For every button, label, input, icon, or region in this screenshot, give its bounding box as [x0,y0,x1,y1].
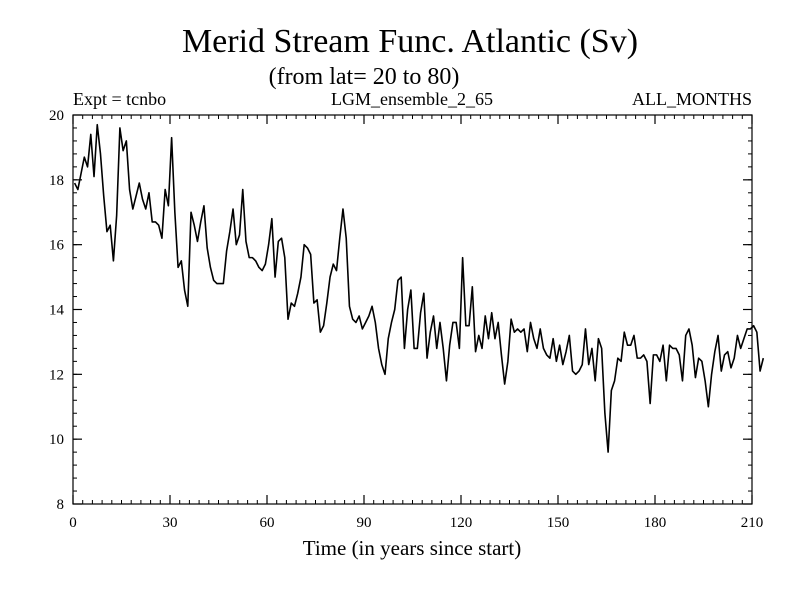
experiment-label: Expt = tcnbo [73,89,166,109]
y-tick-label: 8 [57,497,65,513]
months-label: ALL_MONTHS [632,89,752,109]
chart-title: Merid Stream Func. Atlantic (Sv) [182,23,638,60]
y-tick-labels: 8 10 12 14 16 18 20 [49,108,65,513]
x-tick-label: 60 [260,515,275,531]
x-tick-label: 180 [644,515,667,531]
chart-subtitle: (from lat= 20 to 80) [269,64,460,90]
x-tick-label: 0 [69,515,77,531]
y-tick-label: 12 [49,367,64,383]
x-axis-title: Time (in years since start) [303,536,522,560]
minor-ticks [72,114,753,505]
x-tick-label: 150 [547,515,570,531]
x-tick-label: 120 [450,515,473,531]
x-tick-label: 90 [357,515,372,531]
y-tick-label: 10 [49,432,64,448]
x-tick-label: 210 [741,515,764,531]
y-tick-label: 18 [49,173,64,189]
series-line [73,123,765,453]
y-tick-label: 20 [49,108,64,124]
y-tick-label: 14 [49,303,65,319]
x-tick-labels: 0 30 60 90 120 150 180 210 [69,515,763,531]
x-tick-label: 30 [163,515,178,531]
plot-frame [72,114,753,505]
y-tick-label: 16 [49,238,65,254]
ensemble-label: LGM_ensemble_2_65 [331,89,493,109]
